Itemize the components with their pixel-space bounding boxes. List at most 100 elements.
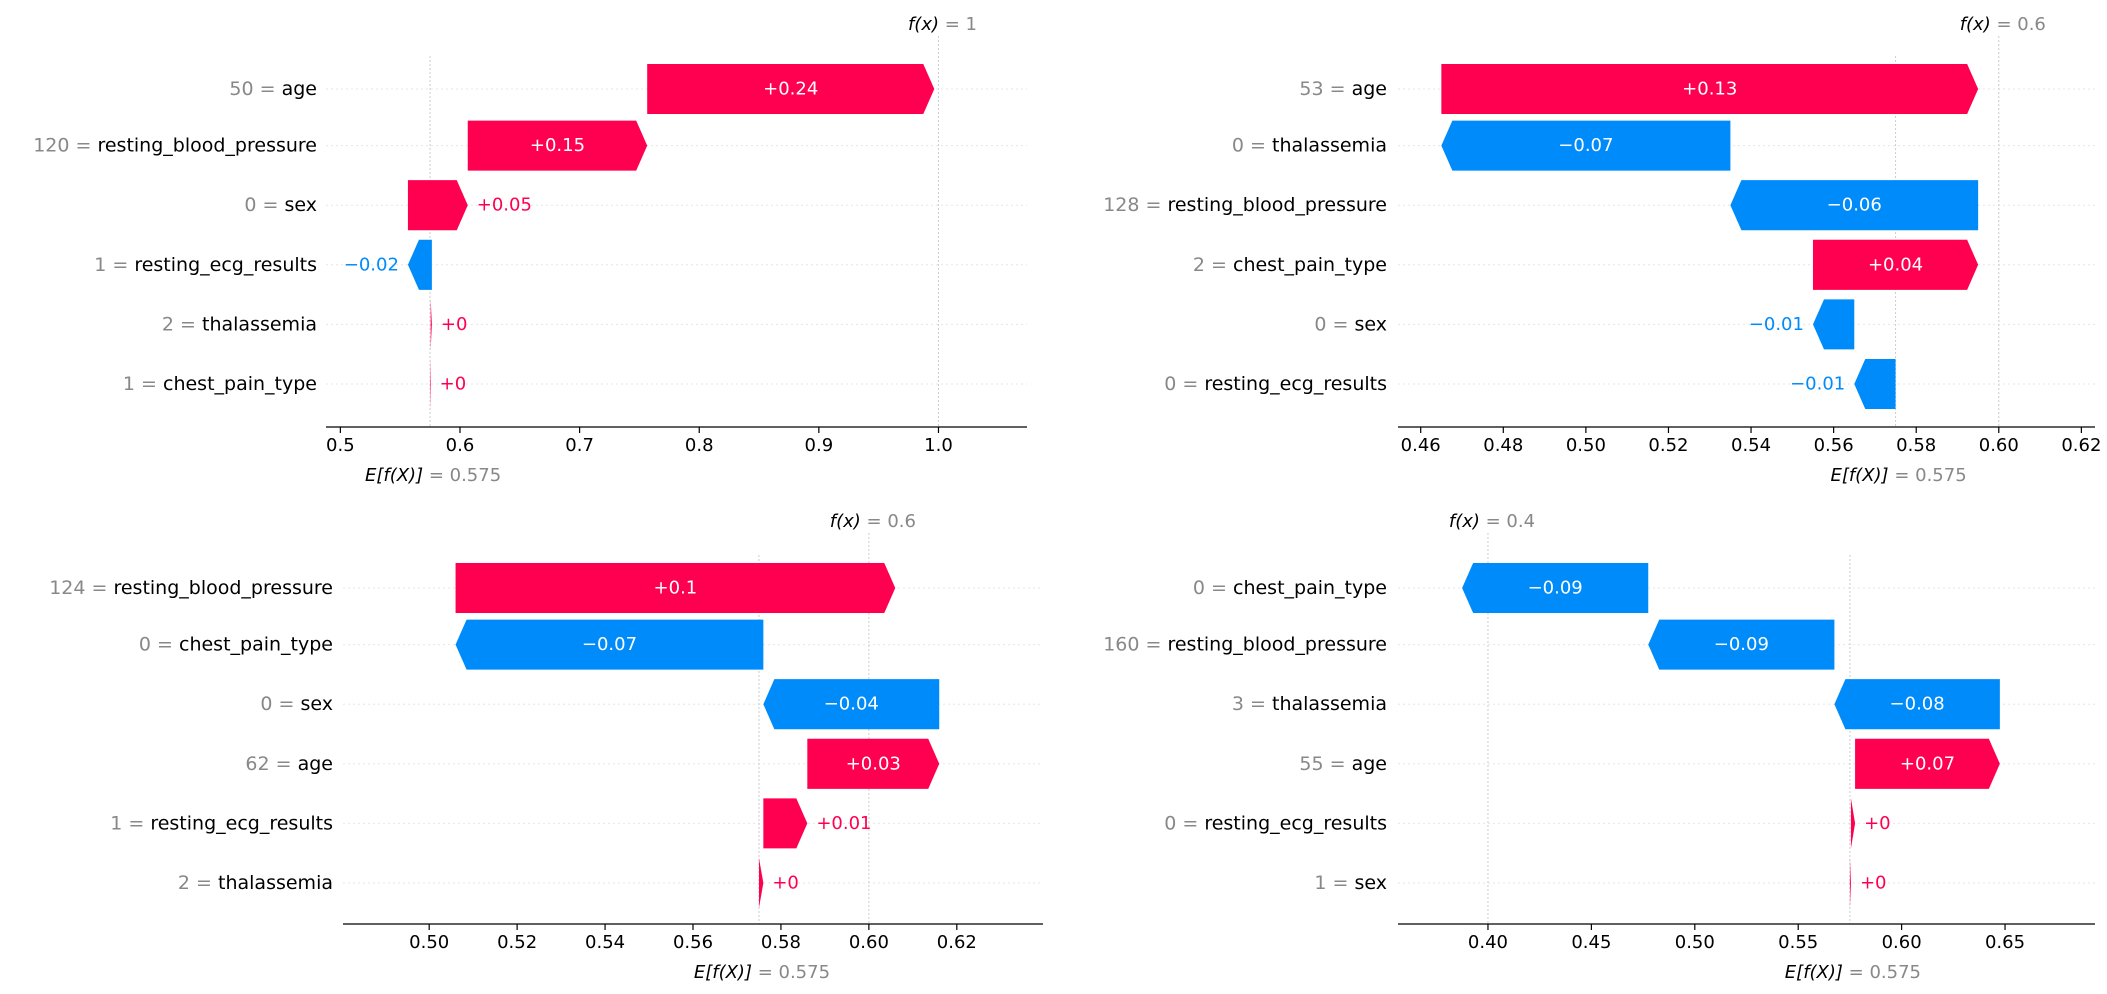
contribution-label: +0 — [772, 873, 799, 894]
contribution-label: −0.07 — [1558, 135, 1613, 156]
feature-name: resting_blood_pressure — [97, 135, 317, 157]
waterfall-panel-bottom-left: +0.1 124 = resting_blood_pressure −0.07 0 =… — [49, 511, 1043, 983]
feature-value: 0 — [1232, 135, 1244, 157]
x-tick-label: 0.52 — [497, 932, 537, 953]
x-tick-label: 0.48 — [1483, 435, 1523, 456]
contribution-label: −0.09 — [1528, 578, 1583, 599]
fx-label: f(x) = 1 — [908, 14, 977, 35]
feature-label: 0 = sex — [260, 693, 333, 715]
feature-label: 128 = resting_blood_pressure — [1103, 194, 1387, 216]
contribution-bar-thalassemia — [758, 857, 764, 909]
x-tick-label: 0.40 — [1468, 932, 1508, 953]
contribution-label: +0 — [440, 374, 467, 395]
equals-sign: = — [1327, 313, 1355, 335]
feature-value: 0 — [244, 194, 256, 216]
expected-value: = 0.575 — [1889, 465, 1967, 486]
feature-name: chest_pain_type — [179, 634, 333, 656]
contribution-label: +0.01 — [816, 813, 871, 834]
equals-sign: = — [257, 194, 285, 216]
contribution-bar-thalassemia — [1441, 120, 1731, 171]
expected-value-symbol: E[f(X)] — [365, 465, 423, 486]
x-tick-label: 0.50 — [1566, 435, 1606, 456]
feature-value: 160 — [1103, 634, 1139, 656]
contribution-label: −0.04 — [824, 694, 879, 715]
expected-value-symbol: E[f(X)] — [1785, 962, 1843, 983]
contribution-bar-age — [1441, 63, 1979, 115]
feature-name: age — [1352, 753, 1387, 775]
contribution-label: −0.09 — [1714, 634, 1769, 655]
feature-label: 0 = resting_ecg_results — [1164, 812, 1387, 834]
x-tick-label: 0.60 — [849, 932, 889, 953]
fx-label: f(x) = 0.6 — [830, 511, 916, 532]
feature-label: 0 = sex — [1314, 313, 1387, 335]
feature-name: chest_pain_type — [1233, 577, 1387, 599]
feature-value: 1 — [110, 812, 122, 834]
contribution-bar-chest-pain-type — [1812, 239, 1979, 290]
feature-value: 0 — [260, 693, 272, 715]
feature-label: 0 = sex — [244, 194, 317, 216]
feature-value: 2 — [178, 872, 190, 894]
feature-value: 50 — [229, 78, 253, 100]
contribution-bar-resting-blood-pressure — [1648, 619, 1835, 670]
feature-name: thalassemia — [218, 872, 333, 894]
x-tick-label: 0.55 — [1778, 932, 1818, 953]
feature-label: 2 = chest_pain_type — [1193, 254, 1387, 276]
feature-label: 1 = chest_pain_type — [123, 373, 317, 395]
contribution-label: +0.24 — [763, 79, 818, 100]
feature-value: 2 — [162, 313, 174, 335]
contribution-label: +0.1 — [654, 578, 698, 599]
feature-name: resting_blood_pressure — [1167, 194, 1387, 216]
equals-sign: = — [135, 373, 163, 395]
x-tick-label: 0.60 — [1882, 932, 1922, 953]
feature-label: 2 = thalassemia — [178, 872, 333, 894]
feature-label: 1 = sex — [1314, 872, 1387, 894]
feature-name: thalassemia — [1272, 693, 1387, 715]
feature-label: 1 = resting_ecg_results — [110, 812, 333, 834]
feature-label: 120 = resting_blood_pressure — [33, 135, 317, 157]
contribution-bar-chest-pain-type — [430, 358, 431, 410]
fx-value: = 0.4 — [1480, 511, 1535, 532]
contribution-bar-thalassemia — [430, 299, 432, 350]
contribution-label: −0.01 — [1749, 314, 1804, 335]
contribution-bar-resting-ecg-results — [1850, 798, 1856, 849]
contribution-label: +0.05 — [477, 195, 532, 216]
feature-label: 0 = thalassemia — [1232, 135, 1387, 157]
equals-sign: = — [122, 812, 150, 834]
equals-sign: = — [1244, 135, 1272, 157]
contribution-bar-resting-ecg-results — [407, 239, 432, 290]
equals-sign: = — [1205, 254, 1233, 276]
contribution-label: +0.07 — [1900, 753, 1955, 774]
feature-name: chest_pain_type — [1233, 254, 1387, 276]
feature-label: 50 = age — [229, 78, 317, 100]
x-tick-label: 0.50 — [409, 932, 449, 953]
feature-name: thalassemia — [202, 313, 317, 335]
x-tick-label: 0.60 — [1979, 435, 2019, 456]
feature-value: 2 — [1193, 254, 1205, 276]
feature-value: 124 — [49, 577, 85, 599]
x-tick-label: 0.52 — [1648, 435, 1688, 456]
x-tick-label: 0.65 — [1985, 932, 2025, 953]
equals-sign: = — [106, 254, 134, 276]
expected-value-label: E[f(X)] = 0.575 — [694, 962, 830, 983]
feature-name: resting_blood_pressure — [113, 577, 333, 599]
expected-value: = 0.575 — [1843, 962, 1921, 983]
feature-label: 1 = resting_ecg_results — [94, 254, 317, 276]
feature-name: sex — [285, 194, 318, 216]
x-tick-label: 0.54 — [585, 932, 625, 953]
contribution-bar-resting-ecg-results — [1854, 358, 1896, 410]
equals-sign: = — [1327, 872, 1355, 894]
equals-sign: = — [1139, 634, 1167, 656]
contribution-bar-age — [807, 738, 940, 789]
contribution-label: −0.01 — [1790, 374, 1845, 395]
contribution-label: +0 — [1864, 813, 1891, 834]
x-tick-label: 0.56 — [673, 932, 713, 953]
equals-sign: = — [1324, 78, 1352, 100]
feature-name: resting_ecg_results — [134, 254, 317, 276]
fx-symbol: f(x) — [830, 511, 861, 532]
fx-symbol: f(x) — [1449, 511, 1480, 532]
x-tick-label: 0.54 — [1731, 435, 1771, 456]
contribution-label: +0.04 — [1868, 254, 1923, 275]
contribution-label: +0.15 — [530, 135, 585, 156]
x-tick-label: 0.50 — [1675, 932, 1715, 953]
feature-value: 0 — [1314, 313, 1326, 335]
